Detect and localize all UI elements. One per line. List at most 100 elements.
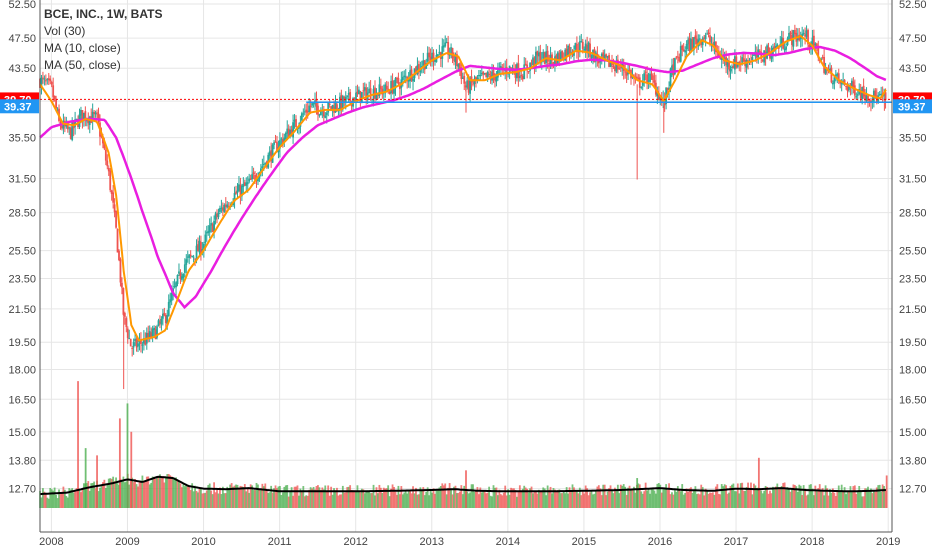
grid-lines (40, 0, 892, 532)
volume-bar (42, 488, 44, 508)
volume-bar (870, 488, 872, 508)
volume-bar (248, 492, 251, 508)
candle-body (767, 46, 770, 52)
volume-bar (391, 484, 394, 508)
legend-volume: Vol (30) (44, 24, 86, 38)
volume-bar (508, 494, 511, 508)
volume-bar (846, 491, 849, 508)
candle-body (118, 250, 120, 260)
volume-bar (138, 481, 141, 508)
candle-body (324, 115, 327, 118)
candle-body (208, 225, 211, 233)
volume-bar (394, 491, 397, 508)
candle-body (728, 61, 730, 70)
volume-bar (843, 487, 846, 508)
candle-body (281, 139, 284, 145)
candle-body (308, 105, 311, 112)
candle-body (240, 185, 243, 197)
volume-bar (435, 490, 438, 508)
volume-bar (230, 483, 233, 508)
volume-bar (725, 485, 728, 508)
volume-bar (141, 475, 144, 508)
candle-body (50, 81, 53, 85)
candle-body (312, 102, 315, 104)
candle-body (303, 111, 306, 113)
volume-bar (220, 494, 223, 508)
volume-bar (277, 486, 280, 508)
volume-bar (262, 486, 265, 508)
volume-bar (766, 486, 768, 508)
candle-body (91, 111, 94, 122)
volume-bar (62, 486, 65, 508)
volume-bar (350, 489, 353, 508)
volume-bar (347, 486, 350, 508)
volume-bar (431, 492, 433, 508)
candle-body (644, 71, 647, 73)
volume-bar (510, 487, 512, 508)
y-tick-label: 23.50 (899, 273, 927, 285)
candle-body (600, 53, 603, 57)
volume-bar (243, 484, 246, 508)
candle-body (379, 86, 382, 90)
volume-bar (621, 485, 624, 508)
candle-body (227, 206, 230, 208)
y-tick-label: 13.80 (8, 455, 36, 467)
volume-bar (772, 486, 774, 508)
volume-bar (268, 492, 271, 508)
candle-body (717, 51, 720, 58)
candle-body (731, 66, 733, 68)
volume-bar (183, 486, 186, 508)
volume-bar (581, 490, 584, 508)
candle-body (185, 259, 188, 265)
volume-bar (311, 488, 314, 508)
volume-bar (134, 478, 136, 508)
volume-bar (609, 485, 612, 508)
volume-bar (169, 475, 172, 508)
candle-body (432, 52, 435, 62)
volume-bar (728, 492, 730, 508)
candle-body (833, 77, 836, 84)
candle-body (102, 138, 104, 144)
volume-bar (747, 482, 749, 508)
volume-bar (646, 490, 649, 508)
candle-body (226, 204, 229, 208)
candle-body (322, 110, 325, 117)
volume-bar (213, 482, 215, 508)
volume-bar (827, 495, 830, 508)
volume-bar (480, 492, 483, 508)
candle-body (589, 43, 591, 57)
volume-bar (523, 485, 526, 508)
candle-body (671, 65, 673, 70)
candle-body (273, 142, 275, 145)
volume-bar (377, 493, 379, 508)
volume-bar (668, 483, 670, 508)
candle-body (807, 29, 809, 45)
y-axis-left: 52.5047.5043.5039.5035.5031.5028.5025.50… (8, 0, 36, 496)
volume-bar (419, 487, 422, 508)
volume-bar (208, 483, 211, 508)
candle-body (96, 112, 98, 114)
candle-body (776, 44, 779, 48)
candle-body (565, 48, 568, 56)
volume-bar (217, 493, 220, 508)
volume-bar (346, 487, 349, 508)
candle-body (416, 65, 419, 75)
candle-body (417, 64, 420, 71)
y-tick-label: 15.00 (899, 427, 927, 439)
volume-bar (586, 488, 589, 508)
volume-bar (164, 476, 167, 508)
candle-body (292, 122, 294, 138)
volume-bar (568, 487, 571, 508)
volume-bar (78, 490, 81, 508)
volume-bar (502, 492, 505, 508)
candle-body (336, 104, 338, 110)
candle-body (211, 224, 214, 233)
candle-body (44, 80, 47, 82)
candle-body (567, 45, 570, 56)
volume-bar (153, 477, 156, 508)
candle-body (349, 92, 352, 101)
volume-bar (742, 490, 745, 508)
volume-bar (97, 491, 100, 508)
volume-bar (448, 483, 451, 508)
